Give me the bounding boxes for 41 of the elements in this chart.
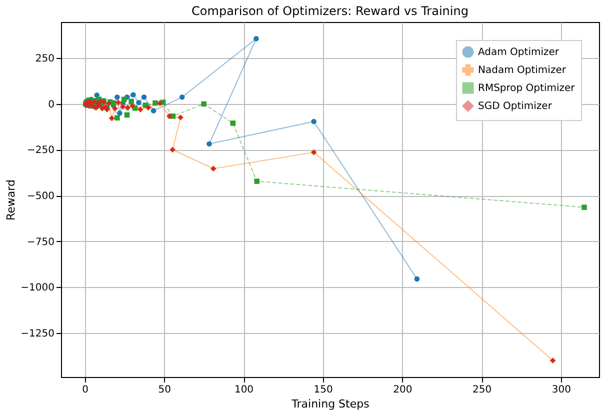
point	[122, 96, 127, 102]
y-tick-label: −1250	[20, 328, 54, 340]
point	[110, 100, 116, 106]
point	[130, 92, 136, 98]
legend-label: Nadam Optimizer	[478, 65, 567, 76]
point	[141, 94, 147, 100]
x-tick-label: 300	[552, 384, 571, 396]
legend-label: Adam Optimizer	[478, 47, 560, 58]
point	[179, 94, 185, 100]
x-tick-label: 200	[393, 384, 412, 396]
point	[117, 110, 122, 116]
y-tick-label: −1000	[20, 282, 54, 294]
y-tick-label: −750	[27, 236, 54, 248]
point	[201, 101, 206, 107]
point	[414, 276, 420, 282]
y-tick-label: 250	[35, 54, 54, 65]
x-tick-label: 0	[82, 384, 88, 396]
point	[114, 115, 120, 120]
point	[136, 100, 142, 106]
point	[206, 141, 212, 147]
x-tick-label: 50	[158, 384, 172, 396]
point	[311, 118, 316, 124]
x-axis-title: Training Steps	[290, 398, 370, 410]
point	[254, 178, 260, 184]
point	[150, 108, 156, 114]
y-tick-label: −250	[27, 145, 54, 156]
y-tick-label: 0	[48, 99, 54, 110]
x-tick-label: 150	[314, 384, 333, 396]
chart-title: Comparison of Optimizers: Reward vs Training	[192, 4, 468, 18]
x-tick-label: 250	[472, 384, 492, 396]
point	[254, 36, 259, 42]
x-tick-label: 100	[234, 384, 254, 396]
point	[582, 204, 587, 210]
y-axis-title: Reward	[4, 180, 18, 220]
point	[152, 100, 158, 106]
y-tick-label: −500	[27, 191, 54, 202]
point	[128, 98, 134, 104]
legend-label: RMSprop Optimizer	[478, 83, 576, 94]
point	[230, 120, 236, 126]
legend-label: SGD Optimizer	[478, 101, 553, 112]
point	[114, 94, 120, 100]
